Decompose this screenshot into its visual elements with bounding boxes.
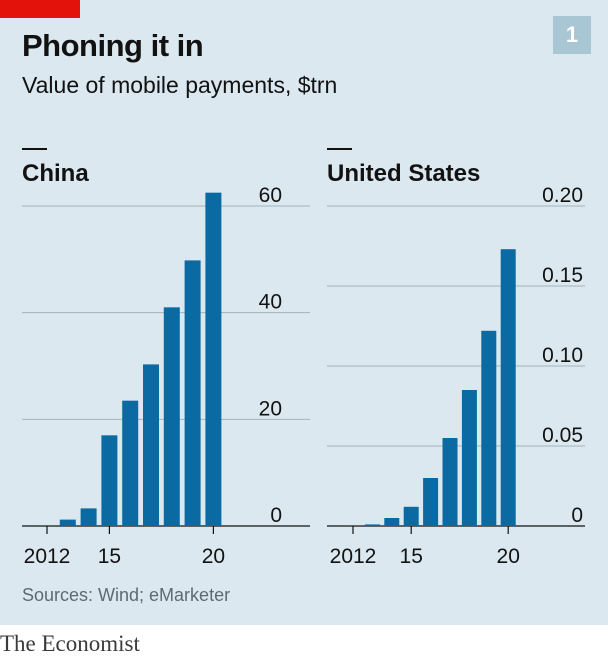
us-bar bbox=[500, 249, 516, 526]
us-ytick-label: 0 bbox=[571, 504, 583, 527]
china-bar bbox=[80, 508, 97, 526]
china-ytick-label: 20 bbox=[259, 397, 282, 420]
china-panel-title: China bbox=[22, 160, 89, 187]
chart-number-badge: 1 bbox=[553, 16, 591, 54]
us-bar bbox=[423, 478, 439, 526]
us-title-rule bbox=[327, 148, 352, 150]
us-xtick-label: 20 bbox=[497, 545, 520, 568]
us-xtick-label: 2012 bbox=[330, 545, 377, 568]
us-bar bbox=[384, 518, 400, 526]
china-bar bbox=[184, 260, 201, 526]
china-ytick-label: 0 bbox=[270, 504, 282, 527]
us-ytick-label: 0.15 bbox=[542, 264, 583, 287]
brand-red-tag bbox=[0, 0, 80, 18]
us-bar bbox=[442, 438, 458, 526]
china-bar bbox=[205, 192, 222, 526]
china-ytick-label: 40 bbox=[259, 291, 282, 314]
us-panel-title: United States bbox=[327, 160, 480, 187]
charts-svg: China 0 20 40 60 2012 15 20 United States 0 0.05 0.… bbox=[22, 148, 585, 568]
china-bar bbox=[39, 525, 55, 526]
source-note: Sources: Wind; eMarketer bbox=[22, 585, 231, 605]
china-xtick-label: 2012 bbox=[24, 545, 71, 568]
china-bar bbox=[101, 435, 118, 526]
publisher-logo: The Economist bbox=[0, 631, 140, 656]
china-bar bbox=[122, 400, 139, 526]
us-bar bbox=[461, 390, 477, 526]
china-bar bbox=[59, 519, 76, 526]
china-title-rule bbox=[22, 148, 47, 150]
us-ytick-label: 0.10 bbox=[542, 344, 583, 367]
us-xtick-label: 15 bbox=[400, 545, 423, 568]
china-xtick-label: 20 bbox=[202, 545, 225, 568]
chart-subtitle: Value of mobile payments, $trn bbox=[22, 72, 338, 98]
us-bar bbox=[403, 506, 419, 526]
us-ytick-label: 0.20 bbox=[542, 184, 583, 207]
us-bar bbox=[345, 525, 361, 526]
china-bar bbox=[163, 307, 180, 526]
us-ytick-label: 0.05 bbox=[542, 424, 583, 447]
us-bar bbox=[364, 524, 380, 526]
china-bar bbox=[143, 364, 159, 526]
china-ytick-label: 60 bbox=[259, 184, 282, 207]
china-xtick-label: 15 bbox=[98, 545, 121, 568]
chart-title: Phoning it in bbox=[22, 28, 204, 63]
us-bar bbox=[481, 330, 497, 526]
